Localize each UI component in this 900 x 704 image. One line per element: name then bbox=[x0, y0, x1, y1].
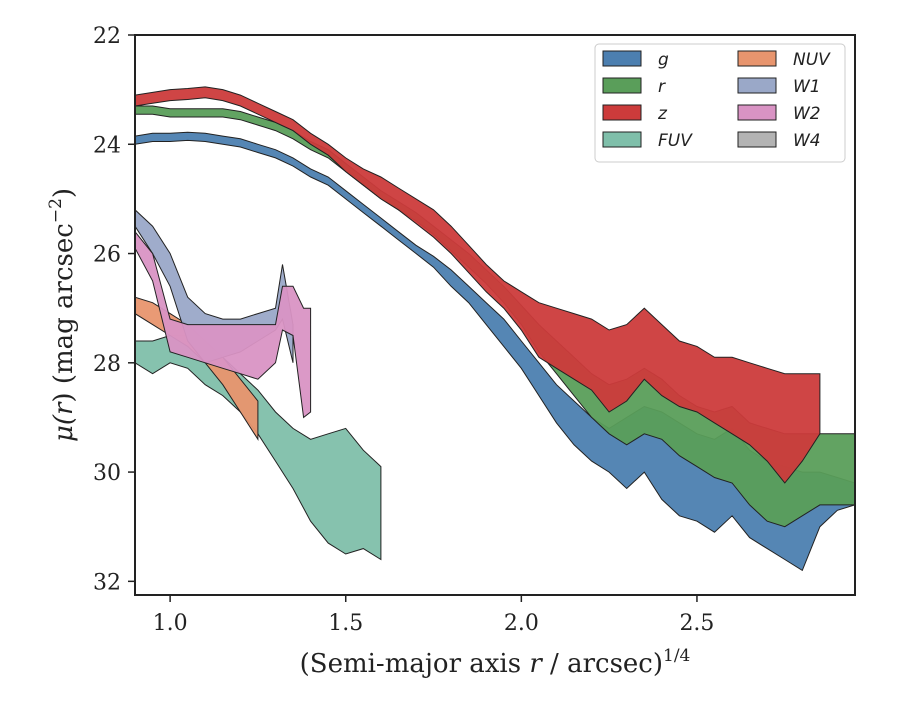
x-tick-label: 2.5 bbox=[679, 611, 714, 636]
legend-swatch-fuv bbox=[602, 131, 642, 148]
legend-label-fuv: FUV bbox=[658, 131, 693, 151]
y-tick-label: 26 bbox=[93, 243, 121, 268]
x-axis-label: (Semi-major axis r / arcsec)1/4 bbox=[300, 646, 691, 679]
x-tick-label: 1.5 bbox=[328, 611, 363, 636]
legend-label-w2: W2 bbox=[793, 104, 821, 124]
series-band-g bbox=[135, 131, 855, 572]
legend-box bbox=[594, 43, 846, 163]
legend-swatch-r bbox=[602, 77, 642, 94]
y-tick-label: 30 bbox=[93, 461, 121, 486]
y-tick-label: 28 bbox=[93, 352, 121, 377]
legend-swatch-g bbox=[602, 50, 642, 67]
legend-label-w1: W1 bbox=[793, 77, 821, 97]
x-tick-label: 1.0 bbox=[153, 611, 188, 636]
legend-swatch-z bbox=[602, 104, 642, 121]
plot-frame bbox=[134, 34, 856, 596]
legend-label-w4: W4 bbox=[793, 131, 821, 151]
y-tick-label: 24 bbox=[93, 133, 121, 158]
y-axis-label: μ(r) (mag arcsec−2) bbox=[46, 188, 79, 442]
legend-swatch-w1 bbox=[737, 77, 777, 94]
legend-label-r: r bbox=[658, 77, 666, 97]
x-tick-label: 2.0 bbox=[504, 611, 539, 636]
series-band-w2 bbox=[135, 230, 312, 419]
legend-swatch-w2 bbox=[737, 104, 777, 121]
legend-swatch-nuv bbox=[737, 50, 777, 67]
y-tick-label: 32 bbox=[93, 570, 121, 595]
legend-label-z: z bbox=[657, 104, 668, 124]
y-tick-label: 22 bbox=[93, 24, 121, 49]
legend-swatch-w4 bbox=[737, 131, 777, 148]
ticks-layer: 1.0 1.5 2.0 2.5 22 24 26 28 30 32 bbox=[93, 24, 714, 636]
bands-layer bbox=[135, 86, 855, 572]
series-band-z bbox=[135, 86, 821, 484]
legend: grz FUV NUV W1 W2 W4 bbox=[594, 43, 846, 163]
legend-label-nuv: NUV bbox=[793, 50, 831, 70]
legend-label-g: g bbox=[658, 50, 669, 70]
